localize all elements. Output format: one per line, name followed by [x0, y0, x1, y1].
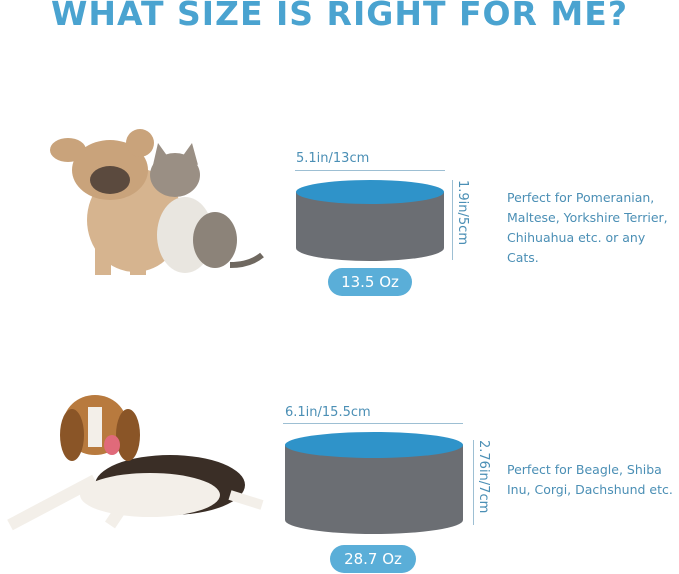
- bowl-large-icon: [285, 432, 463, 534]
- diameter-line-small: [295, 170, 445, 171]
- capacity-badge-small: 13.5 Oz: [328, 268, 412, 296]
- height-label-large: 2.76in/7cm: [473, 440, 491, 525]
- diameter-label-large: 6.1in/15.5cm: [285, 405, 371, 420]
- diameter-line-large: [283, 423, 463, 424]
- description-small: Perfect for Pomeranian, Maltese, Yorkshi…: [507, 190, 668, 265]
- kitten: [150, 143, 264, 273]
- description-large: Perfect for Beagle, Shiba Inu, Corgi, Da…: [507, 462, 673, 497]
- capacity-badge-large: 28.7 Oz: [330, 545, 416, 573]
- beagle-image: [7, 395, 264, 531]
- french-bulldog: [50, 129, 183, 275]
- diameter-label-small: 5.1in/13cm: [296, 151, 370, 166]
- bowl-small-icon: [296, 180, 444, 261]
- page-title: WHAT SIZE IS RIGHT FOR ME?: [51, 0, 628, 33]
- dog-and-cat-image: [50, 129, 264, 275]
- height-label-small: 1.9in/5cm: [452, 180, 470, 260]
